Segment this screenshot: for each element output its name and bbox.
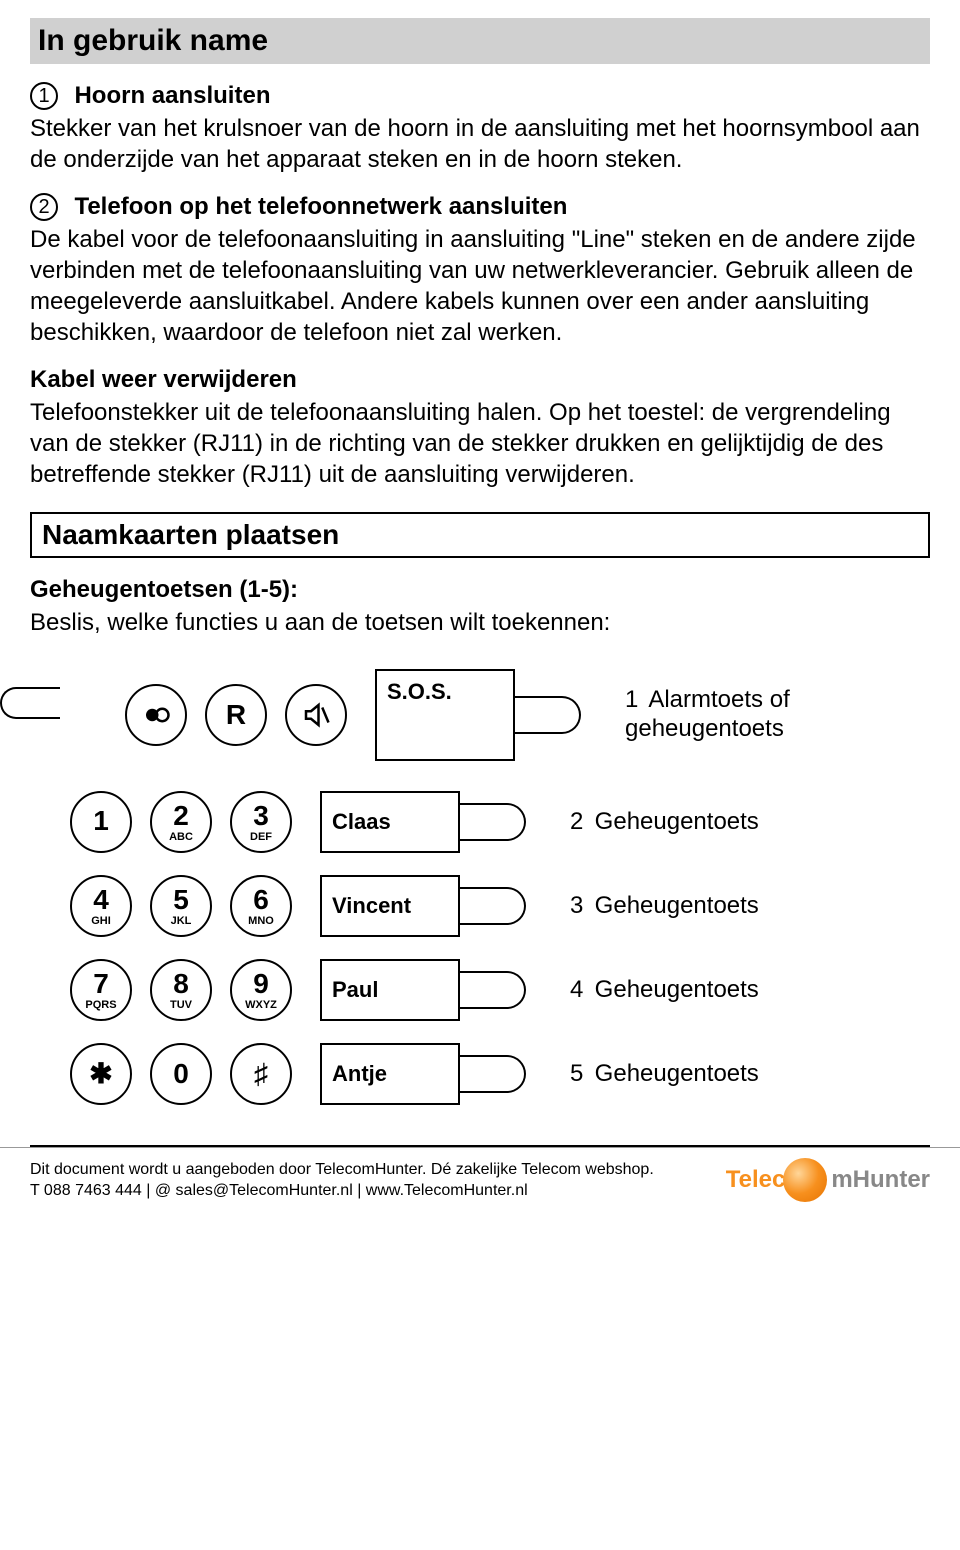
memory-button-icon bbox=[458, 887, 526, 925]
logo-text-1: Telec bbox=[726, 1166, 786, 1194]
memory-instruction: Beslis, welke functies u aan de toetsen … bbox=[30, 608, 930, 639]
top-row: R S.O.S. 1 Alarmtoets of geheugentoets bbox=[30, 669, 930, 761]
removal-title: Kabel weer verwijderen bbox=[30, 366, 930, 394]
legend-num: 4 bbox=[570, 976, 588, 1005]
keypad-row: 4GHI 5JKL 6MNO Vincent 3 Geheugentoets bbox=[30, 875, 930, 937]
legend-text: Geheugentoets bbox=[595, 976, 759, 1003]
step-number: 2 bbox=[30, 193, 58, 221]
key-3: 3DEF bbox=[230, 791, 292, 853]
legend-text: Alarmtoets of geheugentoets bbox=[625, 686, 790, 742]
key-4: 4GHI bbox=[70, 875, 132, 937]
step-body: De kabel voor de telefoonaansluiting in … bbox=[30, 225, 930, 348]
memory-slot-3: Vincent bbox=[320, 875, 526, 937]
legend-text: Geheugentoets bbox=[595, 808, 759, 835]
legend-1: 1 Alarmtoets of geheugentoets bbox=[625, 686, 930, 744]
footer-text: Dit document wordt u aangeboden door Tel… bbox=[30, 1159, 654, 1202]
memory-slot-4: Paul bbox=[320, 959, 526, 1021]
memory-button-icon bbox=[458, 1055, 526, 1093]
step-1: 1 Hoorn aansluiten Stekker van het kruls… bbox=[30, 82, 930, 175]
footer-logo: Telec mHunter bbox=[726, 1158, 930, 1202]
key-8: 8TUV bbox=[150, 959, 212, 1021]
stop-icon bbox=[141, 700, 171, 730]
stop-button bbox=[125, 684, 187, 746]
memory-label: S.O.S. bbox=[375, 669, 515, 761]
memory-button-icon bbox=[513, 696, 581, 734]
legend-2: 2 Geheugentoets bbox=[570, 808, 759, 837]
handset-stub-icon bbox=[0, 687, 60, 719]
step-title: Hoorn aansluiten bbox=[74, 82, 270, 109]
memory-slot-1: S.O.S. bbox=[375, 669, 581, 761]
keypad-row: 1 2ABC 3DEF Claas 2 Geheugentoets bbox=[30, 791, 930, 853]
memory-label: Claas bbox=[320, 791, 460, 853]
memory-label: Antje bbox=[320, 1043, 460, 1105]
logo-circle-icon bbox=[783, 1158, 827, 1202]
legend-text: Geheugentoets bbox=[595, 892, 759, 919]
removal-section: Kabel weer verwijderen Telefoonstekker u… bbox=[30, 366, 930, 490]
memory-slot-2: Claas bbox=[320, 791, 526, 853]
footer-line2: T 088 7463 444 | @ sales@TelecomHunter.n… bbox=[30, 1180, 654, 1202]
memory-button-icon bbox=[458, 803, 526, 841]
key-star: ✱ bbox=[70, 1043, 132, 1105]
legend-4: 4 Geheugentoets bbox=[570, 976, 759, 1005]
legend-num: 3 bbox=[570, 892, 588, 921]
legend-3: 3 Geheugentoets bbox=[570, 892, 759, 921]
key-6: 6MNO bbox=[230, 875, 292, 937]
memory-label: Paul bbox=[320, 959, 460, 1021]
memory-button-icon bbox=[458, 971, 526, 1009]
removal-body: Telefoonstekker uit de telefoonaansluiti… bbox=[30, 398, 930, 490]
legend-5: 5 Geheugentoets bbox=[570, 1060, 759, 1089]
keypad-row: 7PQRS 8TUV 9WXYZ Paul 4 Geheugentoets bbox=[30, 959, 930, 1021]
footer: Dit document wordt u aangeboden door Tel… bbox=[0, 1147, 960, 1220]
redial-button: R bbox=[205, 684, 267, 746]
key-2: 2ABC bbox=[150, 791, 212, 853]
step-number: 1 bbox=[30, 82, 58, 110]
section-header: In gebruik name bbox=[30, 18, 930, 64]
speaker-mute-icon bbox=[301, 700, 331, 730]
memory-label: Vincent bbox=[320, 875, 460, 937]
memory-title: Geheugentoetsen (1-5): bbox=[30, 576, 930, 604]
footer-line1: Dit document wordt u aangeboden door Tel… bbox=[30, 1159, 654, 1181]
keypad-diagram: R S.O.S. 1 Alarmtoets of geheugentoets 1… bbox=[30, 669, 930, 1147]
box-header: Naamkaarten plaatsen bbox=[30, 512, 930, 558]
legend-num: 1 bbox=[625, 686, 643, 715]
key-hash: ♯ bbox=[230, 1043, 292, 1105]
step-title: Telefoon op het telefoonnetwerk aansluit… bbox=[74, 193, 567, 220]
key-1: 1 bbox=[70, 791, 132, 853]
key-5: 5JKL bbox=[150, 875, 212, 937]
keypad-row: ✱ 0 ♯ Antje 5 Geheugentoets bbox=[30, 1043, 930, 1105]
key-7: 7PQRS bbox=[70, 959, 132, 1021]
logo-text-2: mHunter bbox=[831, 1166, 930, 1194]
key-9: 9WXYZ bbox=[230, 959, 292, 1021]
step-2: 2 Telefoon op het telefoonnetwerk aanslu… bbox=[30, 193, 930, 348]
legend-num: 5 bbox=[570, 1060, 588, 1089]
step-body: Stekker van het krulsnoer van de hoorn i… bbox=[30, 114, 930, 175]
legend-num: 2 bbox=[570, 808, 588, 837]
legend-text: Geheugentoets bbox=[595, 1060, 759, 1087]
key-0: 0 bbox=[150, 1043, 212, 1105]
mute-button bbox=[285, 684, 347, 746]
memory-slot-5: Antje bbox=[320, 1043, 526, 1105]
